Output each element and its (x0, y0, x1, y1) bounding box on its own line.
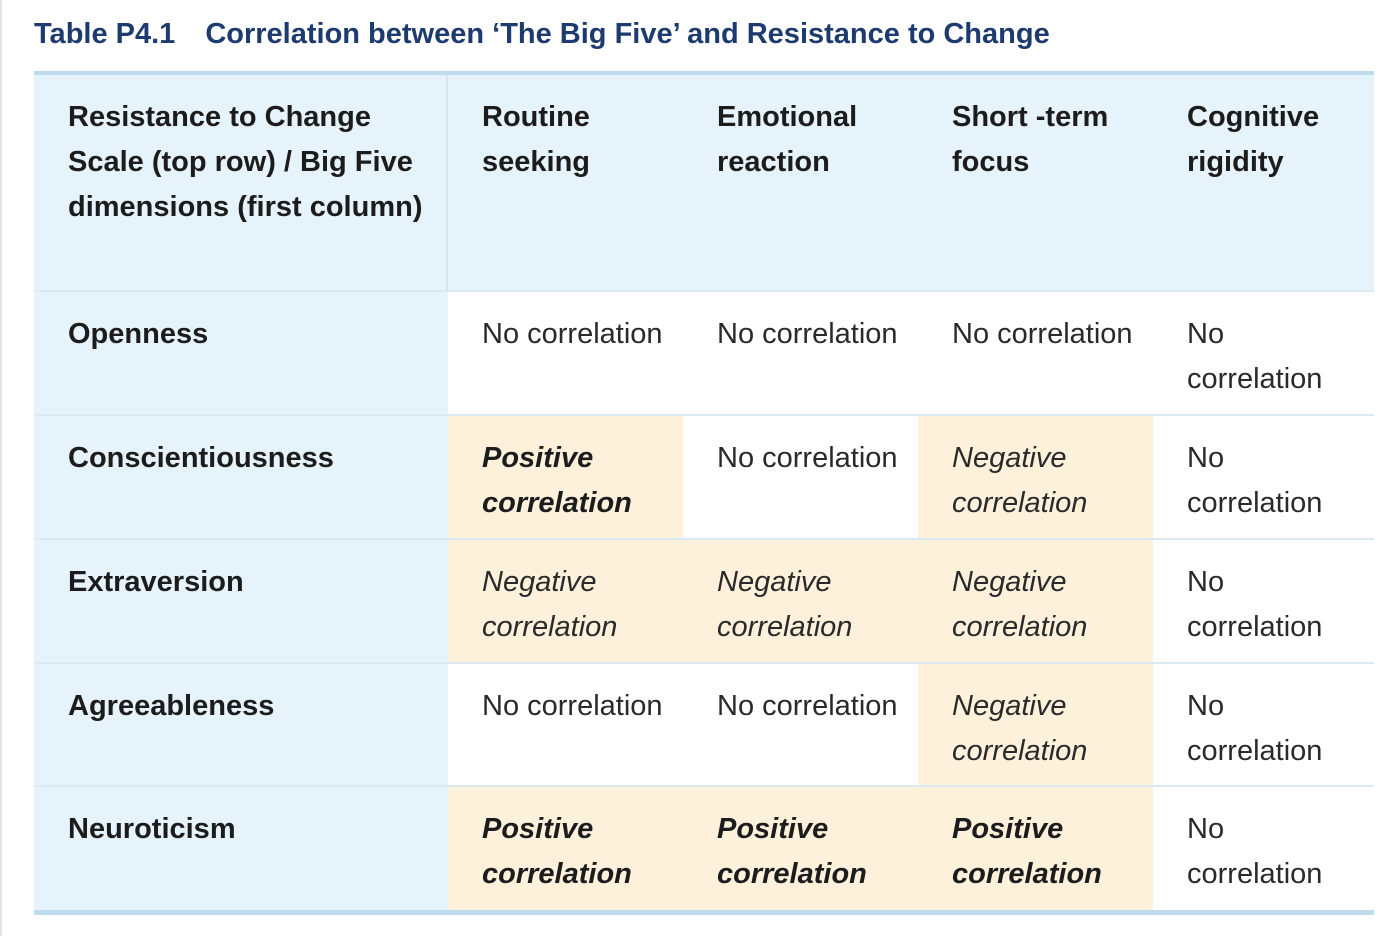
correlation-cell: Negative correlation (918, 664, 1153, 785)
table-header-row: Resistance to Change Scale (top row) / B… (34, 75, 1374, 292)
correlation-table: Resistance to Change Scale (top row) / B… (34, 71, 1374, 915)
correlation-cell: No correlation (1153, 787, 1374, 910)
correlation-cell: No correlation (918, 292, 1153, 414)
correlation-cell: Positive correlation (918, 787, 1153, 910)
table-row: Openness No correlation No correlation N… (34, 292, 1374, 416)
correlation-cell: No correlation (1153, 664, 1374, 785)
correlation-cell: Negative correlation (683, 540, 918, 662)
header-corner-cell: Resistance to Change Scale (top row) / B… (34, 75, 448, 290)
table-caption: Table P4.1 Correlation between ‘The Big F… (34, 14, 1050, 54)
correlation-cell: No correlation (448, 292, 683, 414)
correlation-cell: Negative correlation (448, 540, 683, 662)
correlation-cell: No correlation (683, 664, 918, 785)
correlation-cell: Positive correlation (448, 787, 683, 910)
correlation-cell: Negative correlation (918, 540, 1153, 662)
row-header: Neuroticism (34, 787, 448, 910)
column-header: Emotional reaction (683, 75, 918, 290)
column-header: Routine seeking (448, 75, 683, 290)
correlation-cell: No correlation (1153, 540, 1374, 662)
table-row: Conscientiousness Positive correlation N… (34, 416, 1374, 540)
table-row: Agreeableness No correlation No correlat… (34, 664, 1374, 787)
correlation-cell: Negative correlation (918, 416, 1153, 538)
table-row: Extraversion Negative correlation Negati… (34, 540, 1374, 664)
table-row: Neuroticism Positive correlation Positiv… (34, 787, 1374, 915)
correlation-cell: No correlation (683, 292, 918, 414)
row-header: Agreeableness (34, 664, 448, 785)
correlation-cell: No correlation (683, 416, 918, 538)
correlation-cell: Positive correlation (683, 787, 918, 910)
row-header: Conscientiousness (34, 416, 448, 538)
table-number: Table P4.1 (34, 18, 176, 50)
correlation-cell: No correlation (1153, 292, 1374, 414)
correlation-cell: Positive correlation (448, 416, 683, 538)
table-title: Correlation between ‘The Big Five’ and R… (205, 18, 1050, 50)
column-header: Cognitive rigidity (1153, 75, 1374, 290)
correlation-cell: No correlation (448, 664, 683, 785)
row-header: Extraversion (34, 540, 448, 662)
row-header: Openness (34, 292, 448, 414)
column-header: Short -term focus (918, 75, 1153, 290)
correlation-cell: No correlation (1153, 416, 1374, 538)
